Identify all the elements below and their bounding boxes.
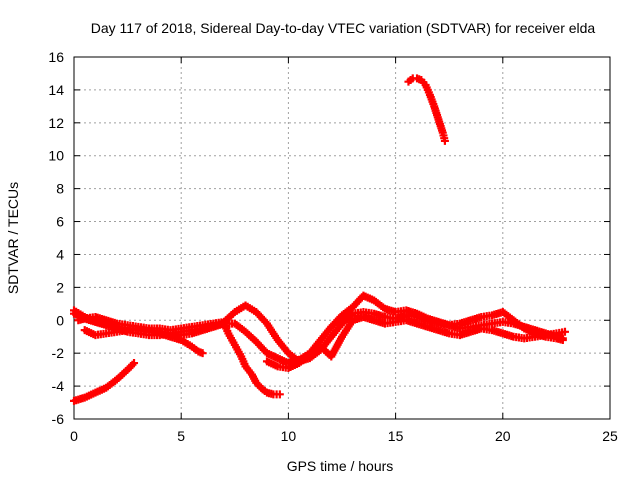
y-tick-label: 12 (48, 115, 64, 131)
y-tick-label: 6 (56, 214, 64, 230)
plot-frame (73, 56, 611, 420)
x-tick-label: 10 (281, 428, 297, 444)
grid (74, 57, 610, 419)
x-tick-label: 20 (495, 428, 511, 444)
x-tick-label: 15 (388, 428, 404, 444)
y-tick-label: 0 (56, 312, 64, 328)
data-point (275, 390, 284, 399)
y-tick-label: 16 (48, 49, 64, 65)
y-tick-label: 2 (56, 279, 64, 295)
y-tick-label: -2 (52, 345, 65, 361)
data-point (558, 336, 567, 345)
chart-title: Day 117 of 2018, Sidereal Day-to-day VTE… (91, 20, 596, 36)
y-tick-label: 4 (56, 246, 64, 262)
data-point (198, 349, 207, 358)
data-points (70, 74, 569, 405)
x-tick-label: 25 (602, 428, 618, 444)
x-axis-label: GPS time / hours (287, 458, 394, 474)
y-tick-label: -6 (52, 411, 65, 427)
y-tick-label: 14 (48, 82, 64, 98)
x-tick-label: 0 (70, 428, 78, 444)
ticks: 0 5 10 15 20 25 -6 -4 -2 0 2 4 6 8 10 12 14 16 (48, 49, 618, 444)
y-axis-label: SDTVAR / TECUs (5, 182, 21, 294)
data-point (440, 136, 449, 145)
y-tick-label: 8 (56, 181, 64, 197)
data-point (130, 359, 139, 368)
x-tick-label: 5 (177, 428, 185, 444)
y-tick-label: 10 (48, 148, 64, 164)
y-tick-label: -4 (52, 378, 65, 394)
data-point (560, 327, 569, 336)
